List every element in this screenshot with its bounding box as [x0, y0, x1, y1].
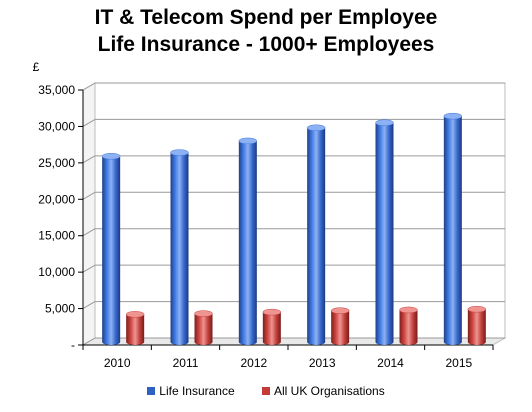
floor: [81, 337, 507, 346]
bar: [375, 119, 394, 345]
y-axis-label: £: [33, 60, 40, 74]
x-tick-label: 2013: [309, 356, 336, 370]
gridline-side: [82, 82, 96, 91]
bar-body: [375, 122, 394, 345]
bar-top: [443, 112, 463, 120]
gridline-side: [82, 337, 96, 346]
gridline-side: [82, 118, 96, 127]
bar-top: [467, 305, 487, 313]
bar: [330, 307, 350, 345]
bar: [101, 152, 121, 345]
bar-top: [101, 152, 121, 160]
gridline-side: [82, 264, 96, 273]
legend-item-life-insurance: Life Insurance: [147, 384, 235, 398]
bar: [306, 124, 326, 345]
legend-label: All UK Organisations: [274, 384, 385, 398]
bar-body: [467, 309, 486, 345]
x-tick-label: 2010: [104, 356, 131, 370]
bar: [399, 306, 418, 345]
x-tick-label: 2015: [445, 356, 472, 370]
bar-top: [125, 311, 145, 318]
bar: [238, 137, 258, 345]
bar: [194, 310, 213, 345]
x-tick-label: 2012: [240, 356, 267, 370]
bar-body: [194, 313, 213, 345]
y-tick-label: 10,000: [38, 265, 75, 279]
legend-swatch: [262, 387, 270, 395]
y-tick-label: 30,000: [38, 119, 75, 133]
gridline-side: [82, 155, 96, 164]
bar-top: [375, 119, 394, 126]
y-tick-label: 35,000: [38, 83, 75, 97]
bar-body: [331, 310, 350, 345]
x-tick-label: 2014: [377, 356, 404, 370]
bar-top: [262, 308, 282, 316]
bar-body: [262, 312, 281, 345]
legend-label: Life Insurance: [159, 384, 235, 398]
y-tick-label: 25,000: [38, 156, 75, 170]
bar-top: [306, 124, 326, 132]
legend-item-all-uk-organisations: All UK Organisations: [262, 384, 385, 398]
bar-body: [102, 156, 121, 345]
bar-body: [238, 140, 257, 345]
y-tick-label: -: [71, 338, 75, 352]
bar-top: [238, 137, 258, 145]
bar: [262, 308, 282, 345]
bar: [443, 112, 463, 346]
bar: [467, 305, 487, 345]
gridline-side: [82, 191, 96, 200]
gridline-side: [82, 228, 96, 237]
side-wall: [82, 82, 96, 346]
bar: [170, 149, 189, 345]
chart-subtitle: Life Insurance - 1000+ Employees: [97, 33, 435, 56]
bar-top: [330, 307, 350, 314]
y-tick-label: 5,000: [45, 302, 75, 316]
bar-body: [170, 152, 189, 345]
bar-top: [194, 310, 213, 317]
bar-top: [399, 306, 418, 314]
bar-body: [307, 127, 326, 345]
bar-body: [126, 314, 145, 345]
chart-title: IT & Telecom Spend per Employee: [94, 6, 438, 29]
legend: Life Insurance All UK Organisations: [0, 384, 532, 398]
bar: [125, 311, 145, 345]
legend-swatch: [147, 387, 156, 395]
y-tick-label: 15,000: [38, 229, 75, 243]
bar-body: [443, 116, 462, 346]
bar-body: [399, 309, 418, 345]
gridline-side: [82, 301, 96, 310]
x-tick-label: 2011: [173, 356, 199, 370]
back-wall: [94, 82, 506, 339]
y-tick-label: 20,000: [38, 192, 75, 206]
bar-top: [170, 149, 189, 156]
